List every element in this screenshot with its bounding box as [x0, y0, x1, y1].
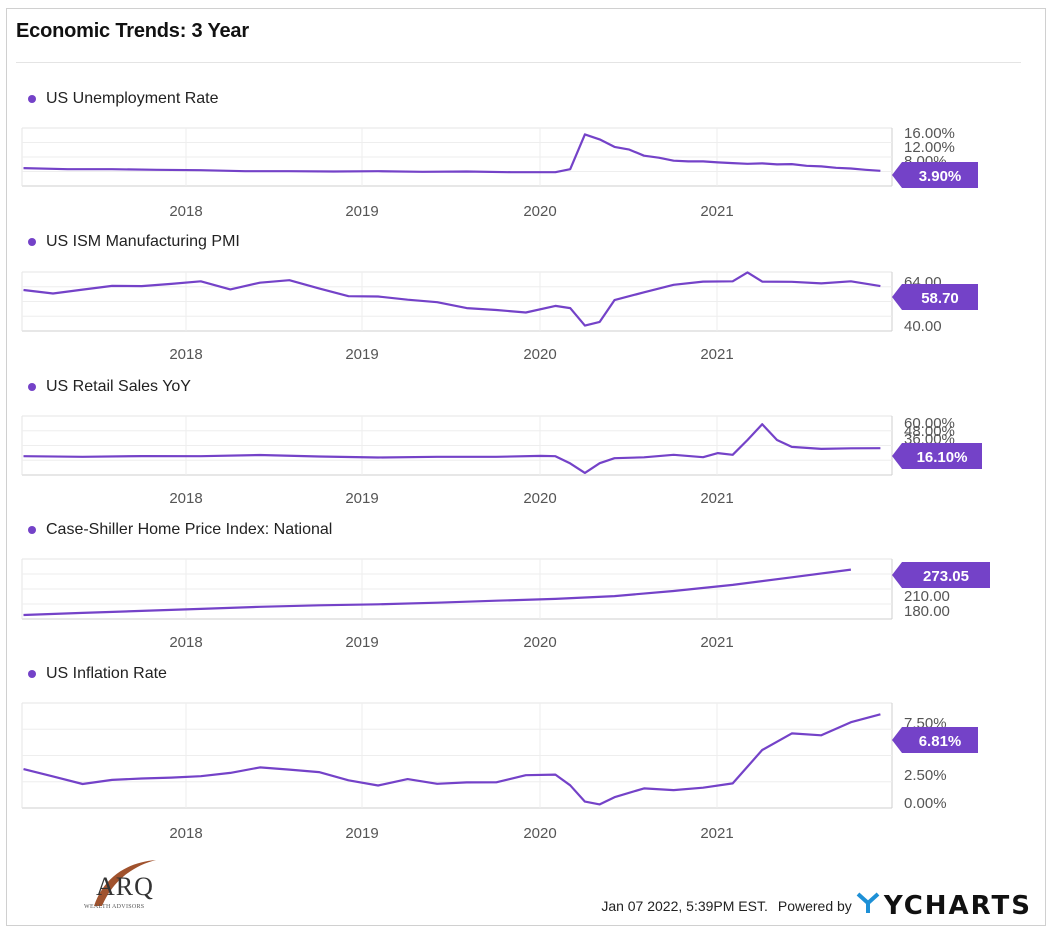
y-tick-label: 12.00% [904, 139, 955, 156]
y-tick-label: 60.00% [904, 415, 955, 432]
x-tick-label: 2018 [169, 825, 202, 842]
x-tick-label: 2021 [700, 490, 733, 507]
x-tick-label: 2019 [345, 203, 378, 220]
y-tick-label: 48.00% [904, 423, 955, 440]
y-tick-label: 0.00% [904, 795, 947, 812]
series-label-case-shiller: Case-Shiller Home Price Index: National [28, 521, 332, 539]
series-name: US Inflation Rate [46, 665, 167, 682]
value-badge [892, 162, 978, 188]
series-name: US ISM Manufacturing PMI [46, 233, 240, 250]
x-tick-label: 2018 [169, 490, 202, 507]
series-line [23, 568, 852, 617]
x-tick-label: 2018 [169, 203, 202, 220]
logo-subtext: WEALTH ADVISORS [84, 904, 145, 910]
value-badge-label: 6.81% [919, 733, 962, 750]
y-tick-label: 2.50% [904, 767, 947, 784]
value-badge [892, 443, 982, 469]
x-tick-label: 2021 [700, 346, 733, 363]
legend-dot-icon [28, 238, 36, 246]
series-name: US Unemployment Rate [46, 90, 219, 107]
x-tick-label: 2021 [700, 825, 733, 842]
series-line [23, 713, 881, 806]
x-tick-label: 2020 [523, 490, 556, 507]
page-title: Economic Trends: 3 Year [16, 20, 249, 42]
value-badge [892, 562, 990, 588]
series-line [23, 423, 881, 474]
ycharts-y-icon [856, 888, 880, 923]
x-tick-label: 2018 [169, 634, 202, 651]
arq-logo: ARQ WEALTH ADVISORS [74, 858, 194, 918]
x-tick-label: 2020 [523, 825, 556, 842]
series-line [23, 133, 881, 174]
powered-by-text: Powered by [777, 897, 852, 914]
x-tick-label: 2021 [700, 634, 733, 651]
x-tick-label: 2021 [700, 203, 733, 220]
x-tick-label: 2018 [169, 346, 202, 363]
value-badge-label: 16.10% [917, 449, 968, 466]
x-tick-label: 2020 [523, 203, 556, 220]
x-tick-label: 2019 [345, 346, 378, 363]
series-label-inflation: US Inflation Rate [28, 665, 167, 683]
x-tick-label: 2019 [345, 490, 378, 507]
value-badge [892, 727, 978, 753]
series-label-unemployment: US Unemployment Rate [28, 90, 219, 108]
x-tick-label: 2020 [523, 346, 556, 363]
chart-card [6, 8, 1046, 926]
legend-dot-icon [28, 526, 36, 534]
x-tick-label: 2020 [523, 634, 556, 651]
y-tick-label: 210.00 [904, 588, 950, 605]
logo-text: ARQ [96, 872, 154, 901]
legend-dot-icon [28, 670, 36, 678]
series-label-retail: US Retail Sales YoY [28, 378, 191, 396]
timestamp: Jan 07 2022, 5:39PM EST. [601, 897, 768, 914]
value-badge-label: 58.70 [921, 290, 959, 307]
y-tick-label: 40.00 [904, 318, 942, 335]
y-tick-label: 180.00 [904, 603, 950, 620]
series-line [23, 271, 881, 327]
series-label-pmi: US ISM Manufacturing PMI [28, 233, 240, 251]
series-name: Case-Shiller Home Price Index: National [46, 521, 333, 538]
title-divider [16, 62, 1021, 63]
legend-dot-icon [28, 95, 36, 103]
value-badge [892, 284, 978, 310]
value-badge-label: 3.90% [919, 168, 962, 185]
ycharts-logo[interactable]: YCHARTS [856, 888, 1032, 923]
legend-dot-icon [28, 383, 36, 391]
y-tick-label: 16.00% [904, 125, 955, 142]
x-tick-label: 2019 [345, 825, 378, 842]
value-badge-label: 273.05 [923, 568, 969, 585]
x-tick-label: 2019 [345, 634, 378, 651]
series-name: US Retail Sales YoY [46, 378, 191, 395]
footer: Jan 07 2022, 5:39PM EST. Powered by YCHA… [601, 888, 1032, 923]
ycharts-brand: YCHARTS [883, 890, 1032, 921]
logo-swoosh-icon [94, 860, 156, 906]
